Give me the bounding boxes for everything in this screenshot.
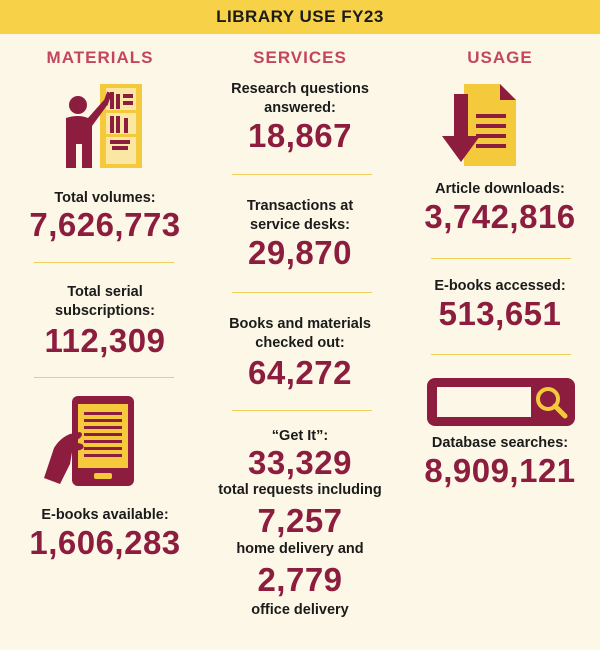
search-bar-icon xyxy=(427,378,575,426)
person-at-bookshelf-icon xyxy=(66,84,142,168)
getit-sublabel: total requests including xyxy=(218,482,382,498)
transactions-label-line1: Transactions at xyxy=(246,198,354,214)
ebooks-available-value: 1,606,283 xyxy=(29,524,181,561)
serial-value: 112,309 xyxy=(44,322,166,359)
usage-heading: USAGE xyxy=(467,48,533,67)
banner: LIBRARY USE FY23 xyxy=(0,0,600,34)
banner-title: LIBRARY USE FY23 xyxy=(216,7,384,26)
services-heading: SERVICES xyxy=(253,48,347,67)
divider xyxy=(232,410,372,411)
home-delivery-value: 7,257 xyxy=(257,502,343,539)
divider xyxy=(431,354,571,355)
ebooks-available-label: E-books available: xyxy=(41,507,169,523)
home-delivery-label: home delivery and xyxy=(236,541,364,557)
divider xyxy=(431,258,571,259)
hand-holding-ereader-icon xyxy=(44,396,134,486)
downloads-label: Article downloads: xyxy=(435,181,565,197)
office-delivery-label: office delivery xyxy=(251,602,349,618)
research-value: 18,867 xyxy=(248,117,352,154)
office-delivery-value: 2,779 xyxy=(257,561,343,598)
getit-value: 33,329 xyxy=(248,444,352,481)
ebooks-accessed-value: 513,651 xyxy=(438,295,562,332)
divider xyxy=(232,292,372,293)
materials-heading: MATERIALS xyxy=(46,48,154,67)
downloads-value: 3,742,816 xyxy=(424,198,576,235)
transactions-value: 29,870 xyxy=(248,234,352,271)
research-label-line2: answered: xyxy=(264,100,336,116)
total-volumes-value: 7,626,773 xyxy=(29,206,181,243)
serial-label-line2: subscriptions: xyxy=(55,303,155,319)
divider xyxy=(34,262,174,263)
database-searches-label: Database searches: xyxy=(431,435,569,451)
research-label-line1: Research questions xyxy=(231,81,369,97)
total-volumes-label: Total volumes: xyxy=(54,190,156,206)
serial-label-line1: Total serial xyxy=(67,284,143,300)
document-download-icon xyxy=(442,84,516,166)
divider xyxy=(34,377,174,378)
transactions-label-line2: service desks: xyxy=(250,217,350,233)
divider xyxy=(232,174,372,175)
checkout-value: 64,272 xyxy=(248,354,352,391)
ebooks-accessed-label: E-books accessed: xyxy=(434,278,566,294)
checkout-label-line1: Books and materials xyxy=(229,316,371,332)
database-searches-value: 8,909,121 xyxy=(424,452,576,489)
getit-label: “Get It”: xyxy=(271,428,329,444)
checkout-label-line2: checked out: xyxy=(255,335,345,351)
